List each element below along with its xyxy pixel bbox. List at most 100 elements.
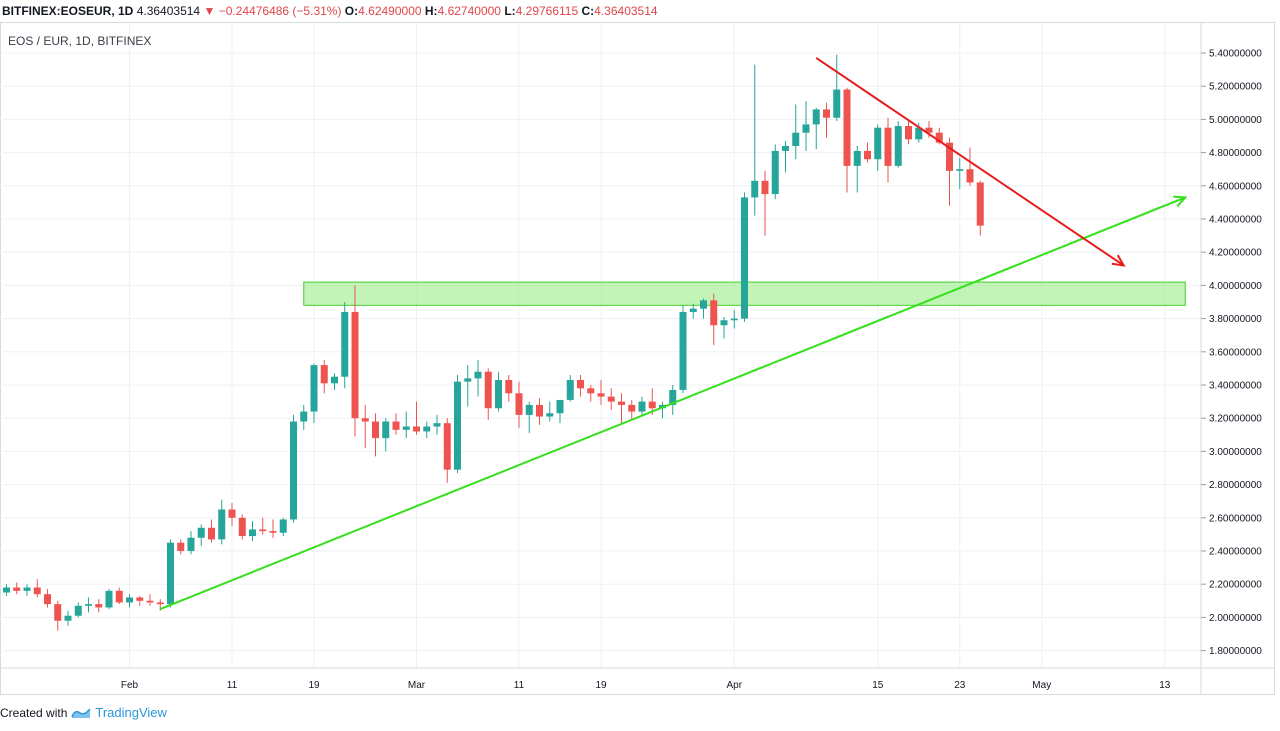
y-tick-label: 4.60000000 <box>1209 181 1262 192</box>
candle-down <box>208 527 215 540</box>
candle-up <box>833 89 841 118</box>
candle-up <box>771 150 779 195</box>
candle-down <box>607 396 615 402</box>
close-value: 4.36403514 <box>594 4 658 18</box>
candle-up <box>167 542 174 605</box>
candle-up <box>720 320 728 326</box>
candle-down <box>966 169 974 183</box>
candle-down <box>13 587 21 591</box>
candle-down <box>505 380 513 394</box>
candle-down <box>905 126 912 140</box>
candle-up <box>802 124 810 133</box>
price-chart[interactable]: 5.40000000 5.20000000 5.00000000 4.80000000… <box>0 22 1275 695</box>
candle-down <box>864 150 871 160</box>
candle-down <box>361 418 369 422</box>
candle-up <box>679 311 687 390</box>
y-tick-label: 2.20000000 <box>1209 580 1262 591</box>
candle-up <box>218 509 226 540</box>
candle-down <box>587 388 595 394</box>
candle-down <box>351 311 359 419</box>
y-tick-label: 3.40000000 <box>1209 381 1262 392</box>
candle-up <box>23 587 31 591</box>
candle-down <box>515 393 523 415</box>
candle-up <box>689 308 697 312</box>
candle-down <box>115 590 123 603</box>
chart-frame <box>0 22 1275 695</box>
candle-up <box>792 132 800 146</box>
candle-down <box>925 127 933 133</box>
candle-up <box>197 527 205 538</box>
candle-up <box>546 413 554 417</box>
candle-up <box>474 371 482 379</box>
y-tick-label: 2.80000000 <box>1209 480 1262 491</box>
y-tick-label: 2.40000000 <box>1209 547 1262 558</box>
resistance-trendline-arrow-icon <box>1111 254 1126 267</box>
candle-up <box>402 426 410 430</box>
open-value: 4.62490000 <box>358 4 422 18</box>
candle-up <box>894 126 902 166</box>
candle-up <box>556 399 564 414</box>
y-tick-label: 2.60000000 <box>1209 513 1262 524</box>
change-arrow-icon: ▼ <box>203 4 216 18</box>
candle-up <box>638 401 646 412</box>
created-with-label: Created with <box>0 705 68 720</box>
candle-up <box>64 615 72 621</box>
candle-down <box>177 542 185 551</box>
low-value: 4.29766115 <box>515 4 579 18</box>
y-tick-label: 3.00000000 <box>1209 447 1262 458</box>
candle-down <box>33 587 41 595</box>
x-tick-label: 23 <box>954 680 966 691</box>
price-axis[interactable]: 5.40000000 5.20000000 5.00000000 4.80000000… <box>1201 49 1262 658</box>
candle-up <box>464 378 472 382</box>
candles <box>3 54 984 631</box>
candle-down <box>238 517 246 537</box>
y-tick-label: 4.20000000 <box>1209 248 1262 259</box>
y-tick-label: 5.00000000 <box>1209 115 1262 126</box>
time-axis[interactable]: Feb 11 19 Mar 11 19 Apr 15 23 May 13 <box>121 680 1171 691</box>
candle-down <box>413 426 420 432</box>
candle-down <box>628 404 636 412</box>
candle-up <box>382 421 390 439</box>
candle-down <box>372 421 379 439</box>
candle-down <box>269 531 277 533</box>
candle-down <box>884 127 892 166</box>
candle-down <box>648 401 656 409</box>
candle-down <box>146 600 154 603</box>
candle-up <box>433 423 441 427</box>
candle-down <box>935 132 943 143</box>
y-tick-label: 3.20000000 <box>1209 414 1262 425</box>
candle-down <box>536 404 543 417</box>
x-tick-label: Feb <box>121 680 139 691</box>
candle-up <box>525 404 533 415</box>
candle-down <box>823 109 830 118</box>
candle-up <box>187 537 195 551</box>
candle-up <box>341 311 349 377</box>
candle-down <box>156 602 164 605</box>
price-change: −0.24476486 (−5.31%) <box>218 4 342 18</box>
candle-up <box>126 597 133 603</box>
symbol-name: BITFINEX:EOSEUR, 1D <box>2 4 134 18</box>
candle-up <box>915 127 923 140</box>
candle-up <box>782 145 789 151</box>
candle-up <box>74 605 82 616</box>
x-tick-label: Mar <box>408 680 426 691</box>
candle-down <box>710 300 718 326</box>
candle-up <box>751 180 759 198</box>
candle-up <box>279 519 287 533</box>
support-trendline <box>159 196 1186 611</box>
candle-down <box>443 423 451 470</box>
trend-lines <box>159 57 1188 611</box>
candle-down <box>44 594 51 605</box>
y-tick-label: 4.40000000 <box>1209 215 1262 226</box>
candle-down <box>946 142 953 171</box>
candle-up <box>310 365 318 412</box>
high-label: H: <box>424 4 438 18</box>
x-tick-label: 19 <box>595 680 607 691</box>
x-tick-label: 15 <box>872 680 884 691</box>
symbol-header: BITFINEX:EOSEUR, 1D 4.36403514 ▼ −0.2447… <box>2 0 658 22</box>
candle-up <box>331 376 338 384</box>
candle-up <box>423 426 431 432</box>
x-tick-label: 11 <box>227 680 238 691</box>
tradingview-link[interactable]: TradingView <box>95 705 167 720</box>
x-tick-label: Apr <box>726 680 742 691</box>
